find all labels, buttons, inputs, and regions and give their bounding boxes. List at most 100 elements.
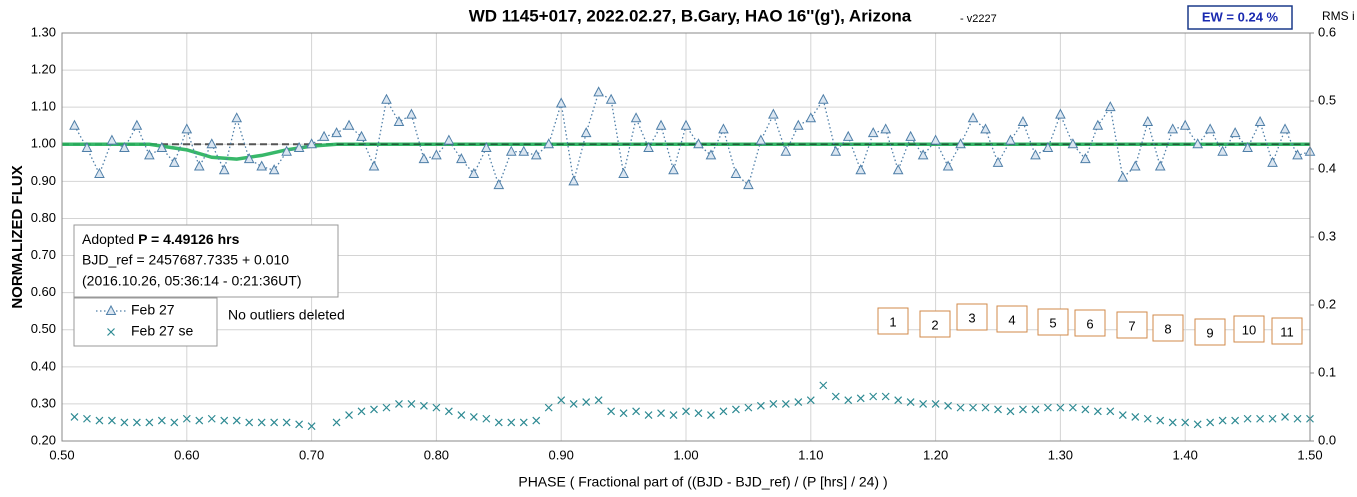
point [930, 134, 941, 145]
point [356, 130, 367, 141]
point [917, 149, 929, 160]
point [544, 403, 553, 412]
y-tick-label: 1.20 [31, 62, 56, 77]
point [830, 145, 842, 156]
point [270, 418, 279, 427]
point [145, 418, 154, 427]
point [157, 416, 166, 425]
point [243, 153, 255, 164]
point [705, 149, 717, 160]
point [657, 409, 665, 418]
y2-tick-label: 0.2 [1318, 296, 1336, 311]
point [569, 399, 578, 408]
point [1106, 407, 1115, 416]
point [718, 123, 729, 134]
point [919, 399, 928, 408]
y-tick-label: 1.00 [31, 136, 56, 151]
point [755, 134, 767, 145]
point [357, 407, 366, 416]
point [381, 93, 392, 104]
point [568, 175, 580, 186]
plot [62, 86, 1316, 431]
point [668, 164, 679, 175]
point [1217, 145, 1228, 156]
x-tick-label: 0.80 [424, 447, 449, 462]
point [220, 416, 229, 425]
y-tick-label: 0.30 [31, 395, 56, 410]
annotation-box [1194, 318, 1226, 346]
point [1218, 416, 1227, 425]
point [1056, 403, 1065, 412]
y-tick-label: 0.50 [31, 321, 56, 336]
point [869, 392, 878, 401]
point [594, 396, 603, 405]
point [156, 141, 168, 152]
point [1193, 420, 1202, 429]
point [218, 164, 230, 175]
info-box [73, 224, 339, 298]
point [1092, 119, 1104, 130]
point [382, 403, 391, 412]
point [981, 403, 990, 412]
point [307, 422, 316, 431]
point [992, 156, 1004, 167]
point [1005, 134, 1016, 145]
point [680, 119, 692, 130]
point [1117, 171, 1129, 182]
x-tick-label: 0.90 [549, 447, 574, 462]
point [1181, 418, 1190, 427]
x-axis-label: PHASE ( Fractional part of ((BJD - BJD_r… [518, 474, 887, 490]
point [1168, 418, 1177, 427]
annotation-box [1271, 317, 1303, 345]
point [1268, 414, 1277, 423]
point [944, 401, 953, 410]
point [1179, 119, 1191, 130]
point [792, 119, 804, 130]
point [969, 403, 977, 412]
point [1093, 407, 1102, 416]
point [693, 138, 704, 149]
point [107, 416, 116, 425]
point [431, 149, 442, 160]
annotation-label: 6 [1086, 316, 1093, 331]
y-axis-label: NORMALIZED FLUX [9, 165, 26, 308]
point [256, 160, 268, 171]
point [1206, 418, 1215, 427]
point [682, 407, 690, 416]
point [756, 401, 765, 410]
point [444, 407, 453, 416]
point [282, 418, 291, 427]
point [181, 123, 193, 134]
legend-label: Feb 27 [131, 302, 175, 318]
point [607, 407, 616, 416]
point [1017, 115, 1029, 127]
point [432, 403, 441, 412]
point [332, 418, 341, 427]
chart-title: WD 1145+017, 2022.02.27, B.Gary, HAO 16'… [469, 6, 912, 25]
point [1019, 405, 1027, 414]
point [643, 141, 654, 152]
point [132, 418, 141, 427]
point [532, 416, 541, 425]
point [343, 119, 355, 130]
legend-label: Feb 27 se [131, 323, 193, 339]
legend [73, 297, 218, 347]
y2-tick-label: 0.0 [1318, 432, 1336, 447]
note: No outliers deleted [228, 307, 345, 323]
point [1131, 412, 1140, 421]
point [469, 412, 478, 421]
point [530, 149, 542, 160]
point [1068, 403, 1077, 412]
y-tick-label: 1.10 [31, 99, 56, 114]
point [494, 418, 503, 427]
y-tick-label: 0.20 [31, 432, 56, 447]
point [69, 119, 80, 130]
point [817, 93, 829, 104]
point [905, 130, 916, 141]
annotation-label: 7 [1128, 318, 1135, 333]
y-tick-label: 0.70 [31, 247, 56, 262]
annotation-label: 8 [1164, 321, 1171, 336]
point [245, 418, 254, 427]
info-bjd: BJD_ref = 2457687.7335 + 0.010 [82, 252, 289, 268]
point [1293, 414, 1302, 423]
